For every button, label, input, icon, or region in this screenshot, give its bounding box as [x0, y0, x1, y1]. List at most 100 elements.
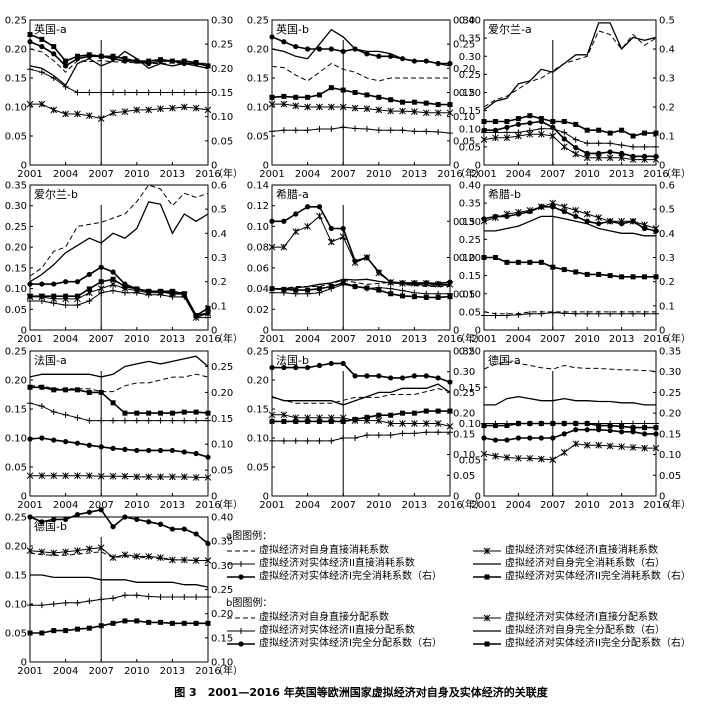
x-tick-label: 2013	[160, 666, 185, 677]
series-point-plus	[352, 435, 359, 441]
series-point-plus	[27, 66, 33, 73]
series-point-circle	[447, 379, 453, 385]
series-point-circle	[376, 373, 382, 379]
series-point-star	[74, 110, 81, 118]
y-tick-label: 0.35	[459, 199, 481, 210]
series-point-square	[573, 121, 579, 127]
x-tick-label: 2007	[88, 666, 113, 677]
series-point-plus	[503, 129, 510, 136]
series-point-plus	[169, 89, 176, 96]
legend-item: 虚拟经济对自身完全分配系数（右）	[472, 624, 696, 637]
series-point-plus	[38, 298, 45, 304]
x-tick-label: 2016	[643, 169, 668, 180]
x-tick-label: 2007	[330, 500, 355, 511]
series-point-square	[561, 421, 567, 426]
x-tick-label: 2013	[402, 334, 427, 345]
panel-title: 爱尔兰-a	[488, 23, 532, 36]
x-tick-label: 2001	[471, 169, 496, 180]
series-point-square	[515, 259, 521, 265]
y-tick-label: 0	[263, 326, 269, 337]
chart-panel: 0 0.05 0.10 0.15 0.20 0.25 0 0.05 0.10 0.15 0.20 0.…	[5, 16, 243, 181]
y-tick-label: 0	[475, 492, 481, 503]
series-point-square	[110, 400, 116, 406]
series-point-square	[181, 291, 187, 297]
x-tick-label: 2001	[471, 334, 496, 345]
series-point-star	[434, 420, 442, 427]
series-line-solid	[30, 574, 209, 588]
series-point-square	[122, 284, 128, 289]
series-point-plus	[74, 599, 81, 606]
series-point-plus	[157, 594, 164, 601]
series-point-circle	[305, 46, 311, 52]
series-point-plus	[181, 89, 188, 96]
x-tick-label: 2010	[124, 334, 149, 345]
series-point-plus	[27, 400, 33, 407]
series-point-circle	[134, 447, 140, 454]
x-tick-label: 2007	[88, 500, 113, 511]
series-point-star	[280, 411, 288, 419]
series-point-circle	[641, 153, 648, 159]
x-tick-label: 2004	[295, 500, 320, 511]
legend-swatch-plus	[227, 627, 255, 634]
series-point-plus	[526, 310, 533, 317]
series-point-plus	[205, 594, 211, 601]
y-tick-label: 0.15	[247, 405, 269, 416]
series-point-plus	[98, 417, 105, 424]
series-point-star	[399, 420, 406, 427]
series-point-circle	[146, 447, 152, 454]
chart-panel: 0 0.05 0.10 0.15 0.20 0.25 0 0.05 0.10 0.15 0.20 0.…	[5, 347, 243, 512]
series-point-square	[269, 418, 275, 424]
series-point-plus	[38, 602, 45, 609]
series-point-star	[387, 107, 395, 115]
series-point-square	[205, 305, 211, 311]
series-point-plus	[193, 417, 200, 424]
series-point-star	[192, 557, 200, 564]
series-point-square	[504, 119, 510, 124]
y-right-tick-label: 0	[453, 492, 459, 503]
series-line-square	[30, 278, 209, 317]
series-point-plus	[145, 89, 152, 96]
series-point-square	[63, 293, 69, 299]
series-point-plus	[595, 140, 602, 147]
series-point-circle	[340, 48, 346, 55]
x-unit-label: （年）	[213, 664, 243, 677]
series-point-circle	[364, 51, 370, 57]
series-point-circle	[527, 120, 533, 126]
legend-item: 虚拟经济对实体经济II直接分配系数	[226, 624, 466, 637]
x-tick-label: 2010	[574, 500, 599, 511]
y-tick-label: 0.10	[5, 103, 27, 114]
series-point-square	[411, 294, 417, 300]
series-point-star	[327, 103, 335, 111]
series-point-square	[74, 626, 80, 632]
series-point-circle	[550, 124, 556, 130]
series-point-plus	[169, 594, 176, 601]
series-point-square	[86, 286, 92, 292]
series-point-plus	[538, 125, 545, 132]
y-tick-label: 0.30	[459, 52, 481, 63]
series-point-circle	[74, 440, 81, 446]
series-point-circle	[584, 218, 590, 224]
legend-label: 虚拟经济对实体经济I完全分配系数（右）	[259, 638, 442, 649]
legend-swatch-dashed	[227, 550, 255, 551]
series-point-circle	[281, 39, 287, 45]
series-point-plus	[269, 128, 275, 135]
y-tick-label: 0.05	[459, 307, 481, 318]
series-point-circle	[110, 445, 116, 451]
series-point-square	[596, 127, 602, 133]
series-point-circle	[352, 373, 358, 379]
series-point-star	[503, 134, 511, 142]
series-point-plus	[74, 414, 81, 421]
series-point-square	[423, 100, 429, 106]
y-tick-label: 0.10	[459, 289, 481, 300]
series-point-square	[328, 284, 334, 289]
legend-item: 虚拟经济对实体经济II直接消耗系数	[226, 557, 466, 570]
series-point-square	[550, 264, 556, 270]
x-tick-label: 2007	[330, 169, 355, 180]
legend-a-heading: a图图例：	[226, 531, 273, 542]
series-point-square	[205, 63, 211, 69]
series-point-square	[169, 288, 175, 294]
series-point-square	[146, 410, 152, 416]
series-point-plus	[280, 437, 287, 444]
series-point-plus	[157, 89, 164, 96]
y-tick-label: 0.20	[459, 253, 481, 264]
